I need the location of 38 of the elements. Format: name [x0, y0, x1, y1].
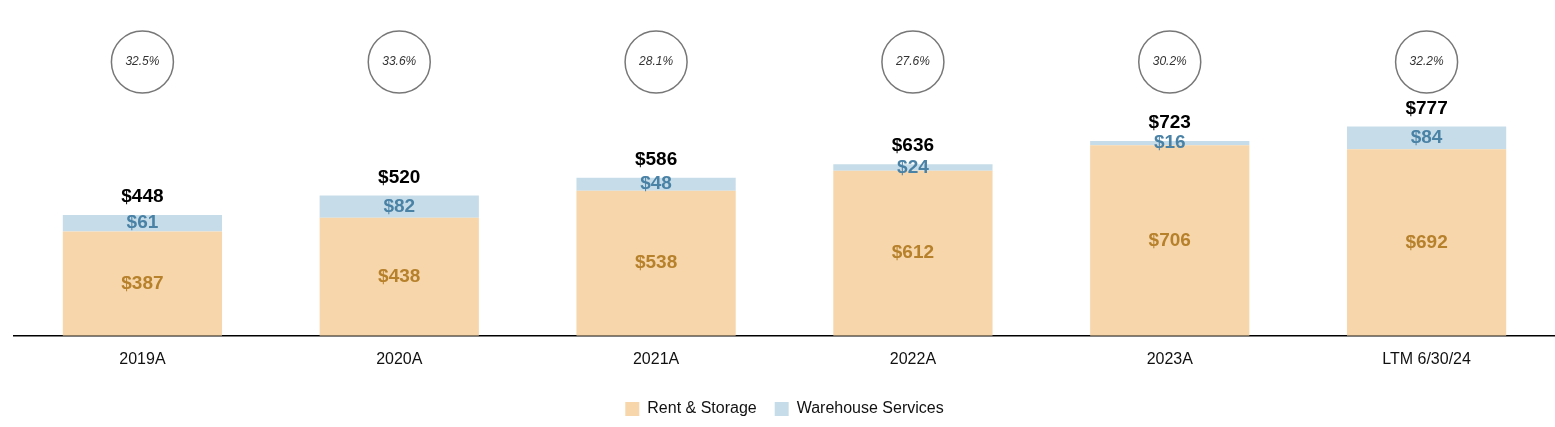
bar: [1346, 126, 1507, 150]
legend-label: Rent & Storage: [647, 399, 757, 417]
bar: [319, 195, 479, 218]
total-label: $586: [634, 147, 678, 169]
data-label: $24: [897, 155, 930, 177]
total-label: $636: [891, 134, 935, 156]
data-label: $438: [378, 264, 421, 286]
bar: [62, 231, 223, 336]
bar: [1346, 149, 1507, 336]
data-label: $61: [126, 211, 159, 233]
total-label: $723: [1148, 111, 1191, 133]
bar: [576, 190, 736, 336]
data-label: $706: [1148, 228, 1191, 250]
text: 30.2%: [1152, 54, 1188, 69]
text: 32.2%: [1409, 54, 1444, 69]
x-tick-label: LTM 6/30/24: [1382, 349, 1472, 367]
data-label: $612: [891, 241, 935, 263]
data-label: $538: [634, 251, 678, 273]
x-tick-label: 2019A: [119, 349, 166, 367]
data-label: $48: [640, 172, 672, 194]
total-label: $777: [1405, 96, 1448, 118]
data-label: $692: [1405, 230, 1448, 252]
legend-label: Warehouse Services: [796, 399, 944, 417]
data-label: $82: [383, 194, 416, 216]
text: 33.6%: [382, 54, 417, 69]
text: 27.6%: [894, 54, 931, 69]
data-label: $387: [121, 271, 164, 293]
x-tick-label: 2022A: [889, 349, 937, 367]
data-label: $84: [1410, 126, 1443, 148]
bar: [319, 217, 479, 336]
x-tick-label: 2023A: [1146, 349, 1194, 367]
total-label: $448: [121, 185, 164, 207]
x-tick-label: 2020A: [376, 349, 423, 367]
data-label: $16: [1153, 131, 1186, 153]
text: 28.1%: [638, 54, 674, 69]
x-tick-label: 2021A: [632, 349, 680, 367]
text: 32.5%: [125, 54, 160, 69]
total-label: $520: [378, 165, 421, 187]
